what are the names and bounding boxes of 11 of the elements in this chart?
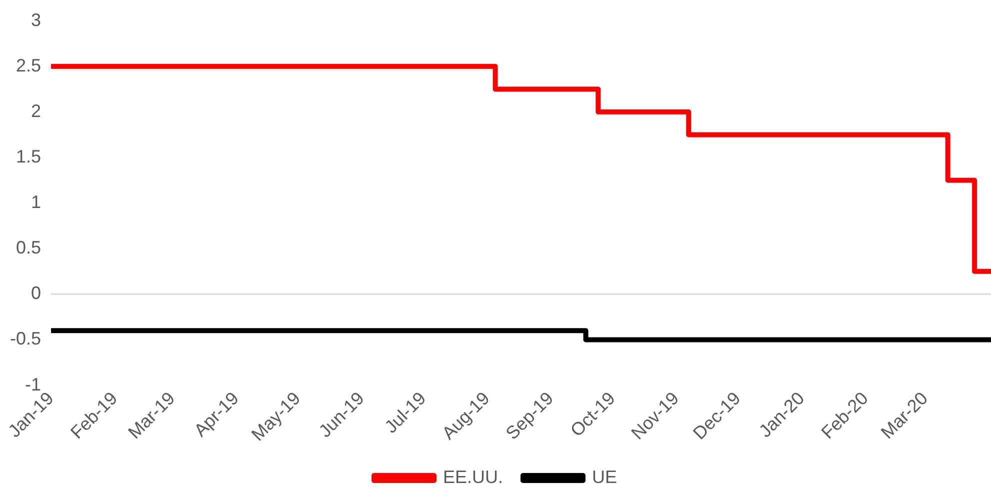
y-tick-label: 2.5 <box>16 55 42 76</box>
y-tick-label: -1 <box>25 374 42 394</box>
y-tick-label: 0 <box>31 283 42 304</box>
legend-label: EE.UU. <box>442 466 504 487</box>
y-tick-label: 1.5 <box>16 146 42 166</box>
legend-label: UE <box>592 466 618 487</box>
y-tick-label: 1 <box>31 192 42 212</box>
y-tick-label: -0.5 <box>10 328 42 349</box>
y-tick-label: 3 <box>31 10 42 30</box>
y-tick-label: 2 <box>31 100 42 121</box>
y-tick-label: 0.5 <box>16 238 42 258</box>
